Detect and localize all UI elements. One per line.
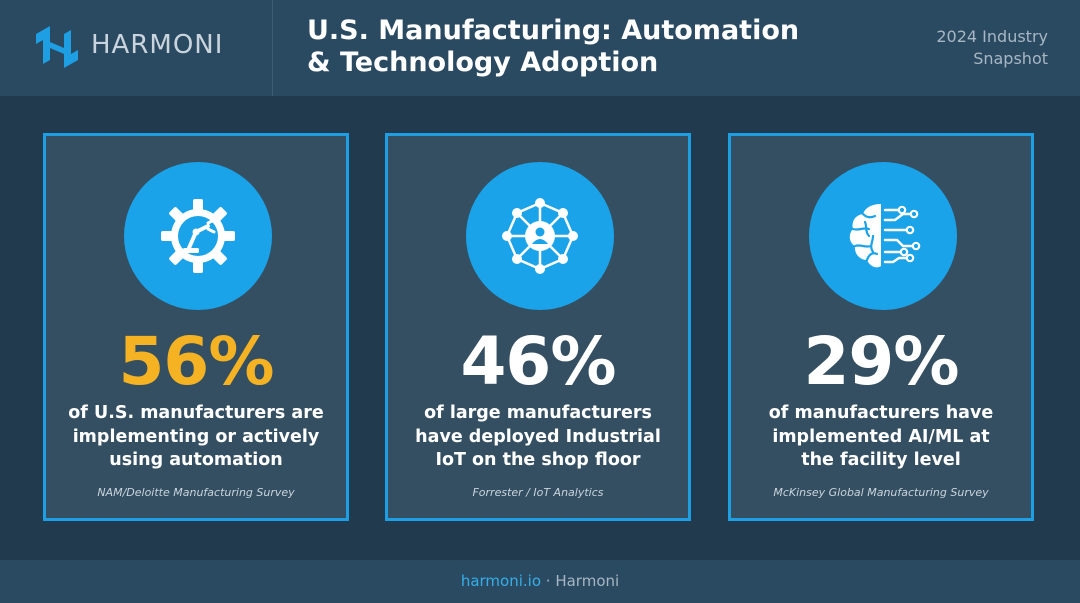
logo[interactable]: HARMONI [0,0,273,96]
stat-card-automation: 56% of U.S. manufacturers are implementi… [43,133,349,521]
desc-line: using automation [109,450,283,470]
stat-value: 56% [118,323,275,400]
footer-brand: Harmoni [555,572,620,590]
network-iot-icon [502,198,578,274]
header-bar: HARMONI U.S. Manufacturing: Automation &… [0,0,1080,96]
stat-source: Forrester / IoT Analytics [472,486,604,499]
desc-line: of manufacturers have [768,403,994,423]
snapshot-line-2: Snapshot [973,49,1048,68]
desc-line: IoT on the shop floor [435,450,641,470]
icon-circle [809,162,957,310]
stat-description: of U.S. manufacturers are implementing o… [60,402,332,473]
page-title: U.S. Manufacturing: Automation & Technol… [307,15,827,79]
stat-description: of manufacturers have implemented AI/ML … [745,402,1017,473]
title-line-2: & Technology Adoption [307,47,659,78]
desc-line: of large manufacturers [424,403,652,423]
stat-card-iot: 46% of large manufacturers have deployed… [385,133,691,521]
footer-text: harmoni.io · Harmoni [0,572,1080,590]
title-line-1: U.S. Manufacturing: Automation [307,15,800,46]
snapshot-label: 2024 Industry Snapshot [848,26,1048,70]
desc-line: the facility level [801,450,961,470]
harmoni-logo-icon [36,26,78,68]
brand-name: HARMONI [91,30,224,60]
footer-separator: · [541,572,556,590]
footer-bar: harmoni.io · Harmoni [0,560,1080,603]
stat-value: 29% [803,323,960,400]
desc-line: of U.S. manufacturers are [68,403,324,423]
stat-description: of large manufacturers have deployed Ind… [402,402,674,473]
stat-source: McKinsey Global Manufacturing Survey [773,486,989,499]
icon-circle [466,162,614,310]
footer-link[interactable]: harmoni.io [460,572,542,590]
desc-line: implementing or actively [72,426,320,447]
desc-line: have deployed Industrial [415,426,661,447]
stat-source: NAM/Deloitte Manufacturing Survey [97,486,295,499]
desc-line: implemented AI/ML at [772,426,990,447]
gear-robot-arm-icon [161,199,235,273]
stat-value: 46% [460,323,617,400]
snapshot-line-1: 2024 Industry [936,27,1048,46]
stat-card-ai: 29% of manufacturers have implemented AI… [728,133,1034,521]
ai-brain-circuit-icon [849,204,921,268]
icon-circle [124,162,272,310]
